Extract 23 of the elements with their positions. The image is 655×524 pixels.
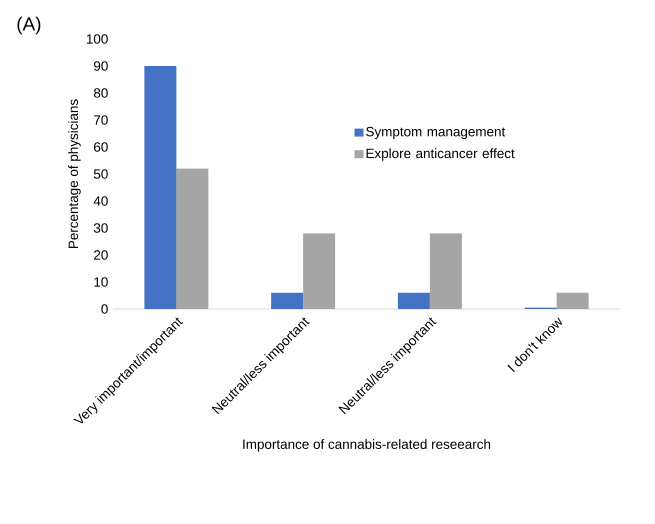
y-tick-label: 70: [94, 115, 108, 125]
y-tick-label: 80: [94, 88, 108, 98]
y-tick-label: 100: [86, 34, 108, 44]
legend-label: Symptom management: [366, 126, 506, 140]
bar: [176, 168, 208, 309]
y-tick-label: 20: [94, 250, 108, 260]
y-tick-label: 10: [94, 277, 108, 287]
legend-label: Explore anticancer effect: [366, 148, 515, 161]
bar: [144, 66, 176, 309]
x-axis-title: Importance of cannabis-related reseearch: [243, 439, 490, 452]
y-axis-title: Percentage of physicians: [68, 99, 81, 248]
text: (A): [17, 16, 40, 34]
y-tick-label: 40: [94, 196, 108, 206]
bar: [303, 233, 336, 309]
bar: [398, 292, 430, 309]
bar: [271, 292, 304, 309]
y-tick-label: 50: [94, 169, 108, 179]
y-tick-label: 90: [94, 61, 108, 71]
y-tick-label: 30: [94, 223, 108, 233]
bar: [556, 292, 589, 309]
y-tick-label: 60: [94, 142, 108, 152]
y-tick-label: 0: [101, 304, 108, 314]
bar: [430, 233, 462, 309]
